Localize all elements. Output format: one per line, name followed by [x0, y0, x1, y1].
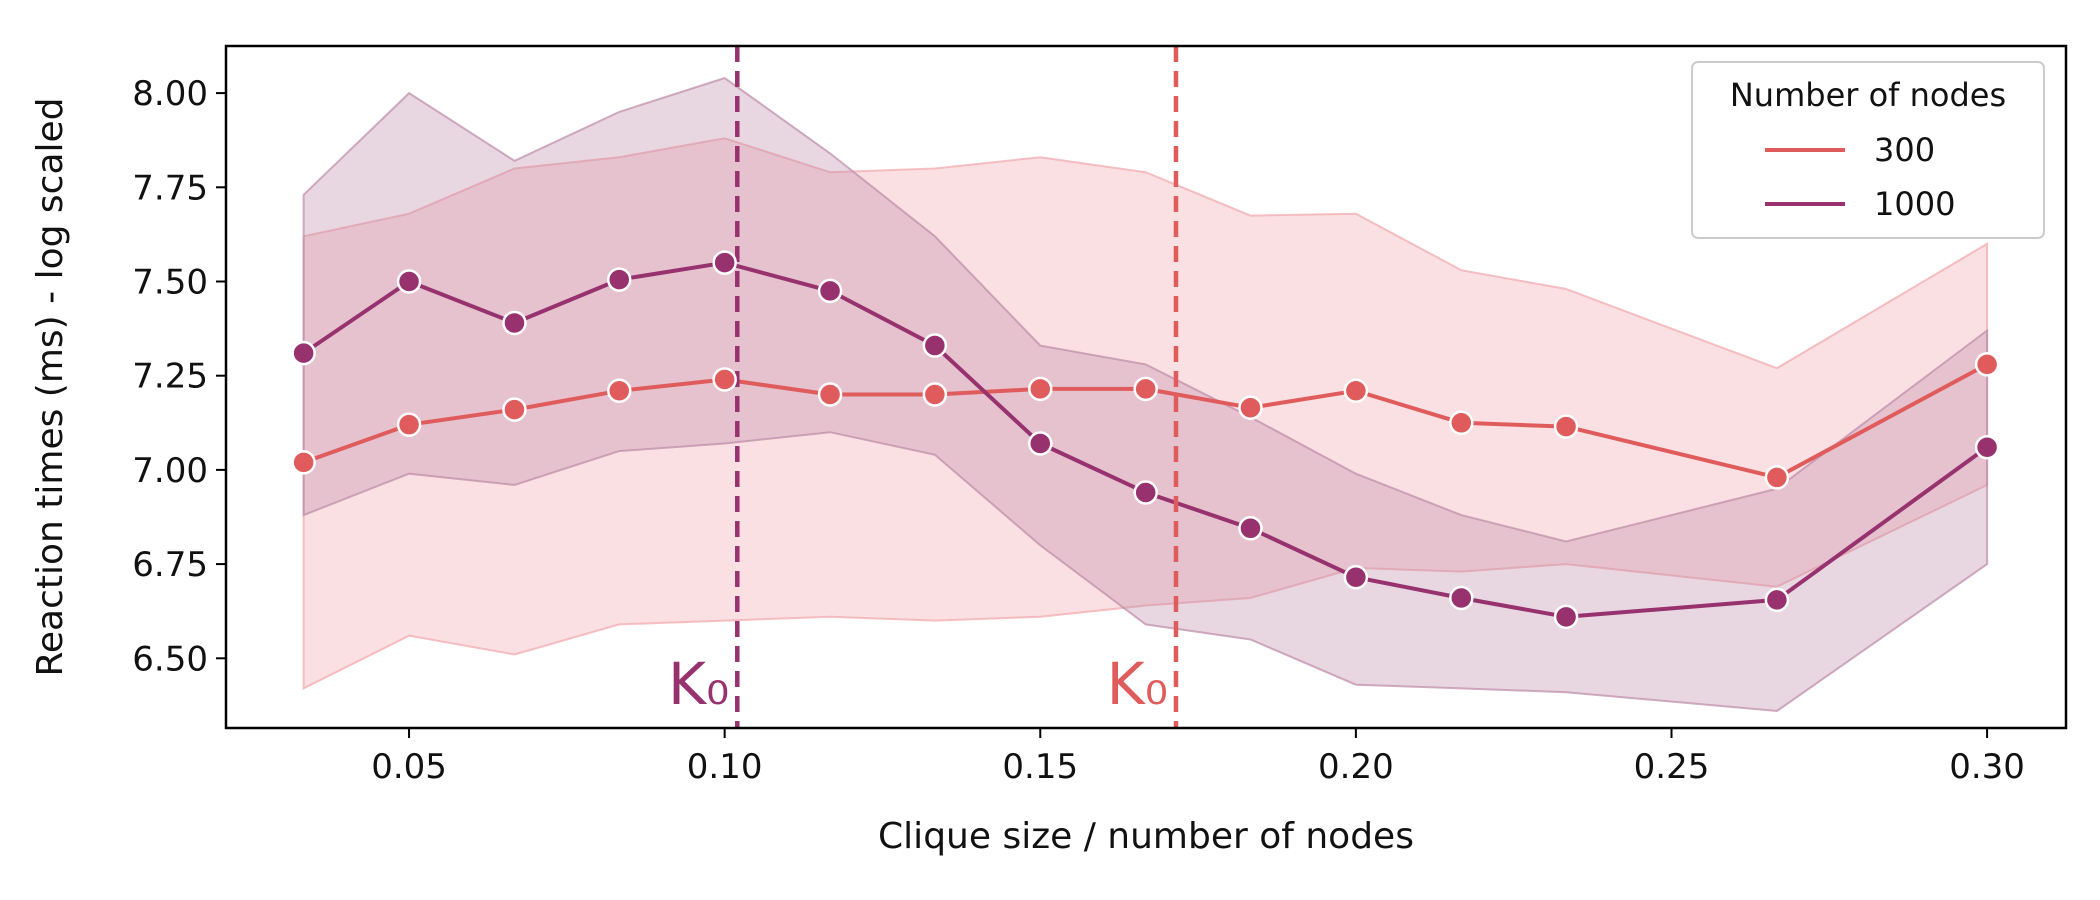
reference-label-1: K₀ [668, 650, 729, 718]
y-tick-label: 7.25 [132, 357, 208, 397]
x-tick-label: 0.15 [1002, 747, 1078, 787]
x-tick-label: 0.25 [1634, 747, 1710, 787]
data-point-300 [1028, 376, 1053, 402]
legend-label-1000: 1000 [1874, 185, 1955, 223]
y-axis-label: Reaction times (ms) - log scaled [30, 97, 71, 676]
legend-title: Number of nodes [1730, 76, 2006, 114]
x-tick-label: 0.20 [1318, 747, 1394, 787]
data-point-300 [712, 367, 737, 392]
legend: Number of nodes 300 1000 [1691, 61, 2045, 239]
y-tick-label: 6.50 [132, 639, 208, 679]
series-points [291, 250, 2000, 630]
data-point-1000 [1764, 587, 1790, 613]
y-tick-label: 7.00 [132, 451, 208, 491]
plot-frame [224, 44, 2068, 730]
data-point-300 [1764, 465, 1790, 490]
data-point-1000 [922, 333, 948, 358]
data-point-300 [1238, 395, 1263, 420]
data-point-300 [606, 378, 632, 404]
data-point-300 [922, 382, 948, 407]
data-point-1000 [1028, 431, 1053, 456]
y-tick-label: 6.75 [132, 545, 208, 585]
data-point-300 [1133, 376, 1158, 402]
legend-label-300: 300 [1874, 131, 1935, 169]
data-point-1000 [1974, 435, 2000, 460]
reference-label-2: K₀ [1107, 650, 1168, 718]
data-point-300 [1974, 352, 2000, 377]
data-point-300 [502, 397, 527, 422]
reference-lines: K₀ K₀ [668, 46, 1179, 728]
data-point-1000 [1553, 604, 1579, 630]
legend-box [1691, 61, 2045, 239]
data-point-1000 [817, 278, 843, 304]
x-axis-ticks: 0.05 0.10 0.15 0.20 0.25 0.30 [371, 728, 2025, 787]
data-point-300 [1343, 378, 1369, 404]
data-point-1000 [1449, 585, 1474, 611]
y-tick-label: 7.50 [132, 262, 208, 302]
x-tick-label: 0.05 [371, 747, 447, 787]
x-tick-label: 0.30 [1949, 747, 2025, 787]
data-point-300 [1553, 414, 1579, 439]
data-point-1000 [606, 267, 632, 292]
x-axis-label: Clique size / number of nodes [878, 816, 1414, 857]
data-point-1000 [712, 250, 737, 275]
data-point-300 [1449, 410, 1474, 436]
y-axis-ticks: 6.50 6.75 7.00 7.25 7.50 7.75 8.00 [132, 74, 226, 679]
y-tick-label: 8.00 [132, 74, 208, 114]
data-point-1000 [1238, 516, 1263, 541]
data-point-1000 [396, 269, 422, 294]
data-point-300 [396, 412, 422, 437]
data-point-1000 [1133, 480, 1158, 505]
data-point-1000 [502, 310, 527, 336]
data-point-1000 [291, 340, 316, 366]
x-tick-label: 0.10 [687, 747, 763, 787]
y-tick-label: 7.75 [132, 168, 208, 208]
data-point-300 [817, 382, 843, 407]
data-point-1000 [1343, 565, 1369, 590]
data-point-300 [291, 450, 316, 475]
